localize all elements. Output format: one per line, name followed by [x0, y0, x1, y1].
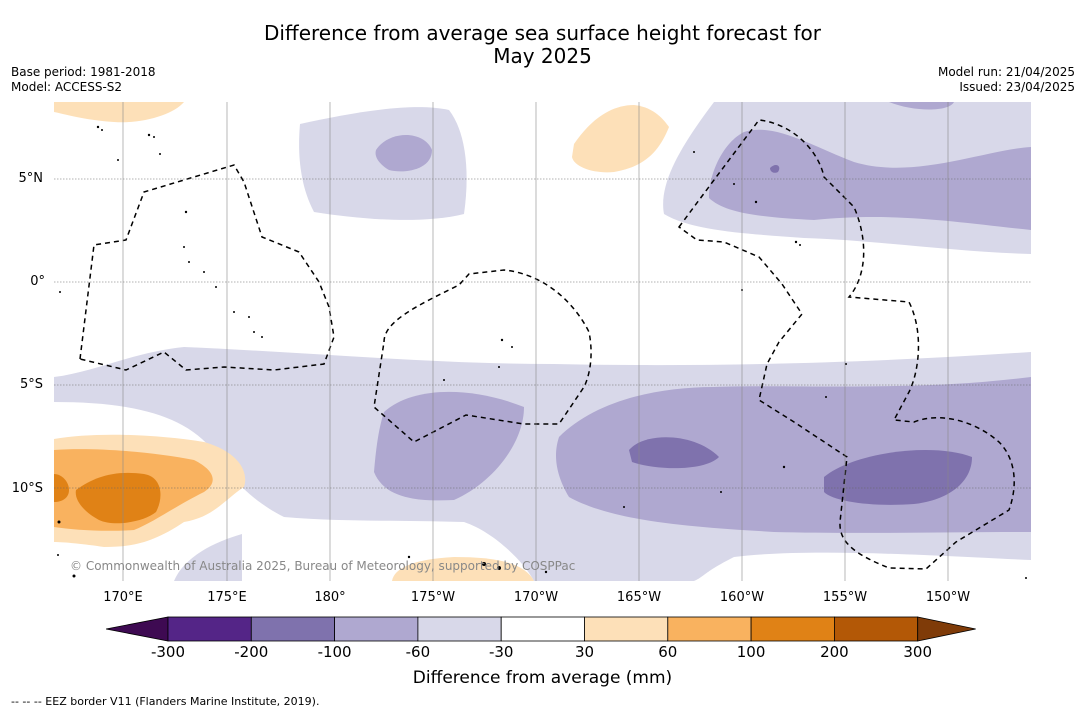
lat-label-5s: 5°S [19, 377, 43, 392]
anomaly-area-northeast-inner [709, 129, 1031, 230]
run-info: Model run: 21/04/2025 Issued: 23/04/2025 [938, 65, 1075, 95]
colorbar [106, 616, 976, 642]
lon-label-160w: 160°W [719, 590, 765, 605]
base-period: Base period: 1981-2018 [11, 65, 156, 79]
lon-label-170w: 170°W [513, 590, 559, 605]
base-info: Base period: 1981-2018 Model: ACCESS-S2 [11, 65, 156, 95]
eez-border-tokelau [373, 269, 592, 443]
colorbar-tick-label: -60 [405, 643, 431, 661]
lat-label-10s: 10°S [11, 481, 43, 496]
colorbar-label: Difference from average (mm) [412, 668, 673, 688]
map-title: Difference from average sea surface heig… [0, 22, 1085, 68]
colorbar-segments [106, 616, 976, 642]
issued-date: Issued: 23/04/2025 [959, 80, 1075, 94]
anomaly-area-north-central-inner [375, 135, 432, 172]
anomaly-area-north-positive [572, 105, 669, 173]
colorbar-tick-label: -30 [488, 643, 514, 661]
sea-surface-height-map [54, 102, 1031, 581]
colorbar-tick-label: 60 [658, 643, 678, 661]
eez-border-tuvalu [79, 164, 335, 371]
graticule [54, 178, 1031, 489]
anomaly-area-northeast-top [889, 102, 954, 110]
colorbar-segment [167, 616, 252, 642]
colorbar-extend-high [917, 616, 976, 642]
anomaly-area-southeast-core-b [824, 449, 972, 505]
colorbar-segment [750, 616, 835, 642]
colorbar-segment [500, 616, 585, 642]
colorbar-segment [834, 616, 919, 642]
model-name: Model: ACCESS-S2 [11, 80, 123, 94]
lon-label-180: 180° [314, 590, 346, 605]
anomaly-area-northeast-spot [770, 165, 780, 173]
colorbar-segment [417, 616, 502, 642]
colorbar-tick-label: 200 [820, 643, 849, 661]
title-line-1: Difference from average sea surface heig… [263, 21, 822, 45]
meridians [122, 102, 949, 581]
colorbar-tick-label: -300 [150, 643, 186, 661]
model-run: Model run: 21/04/2025 [937, 65, 1075, 79]
lon-label-150w: 150°W [925, 590, 971, 605]
title-line-2: May 2025 [493, 44, 592, 68]
colorbar-tick-label: 30 [574, 643, 595, 661]
lon-label-155w: 155°W [822, 590, 868, 605]
lon-label-175w: 175°W [410, 590, 456, 605]
eez-borders [79, 119, 1015, 570]
anomaly-area-south-positive [392, 557, 534, 581]
lon-label-175e: 175°E [207, 590, 247, 605]
islands [57, 125, 1027, 579]
copyright-credit: © Commonwealth of Australia 2025, Bureau… [70, 559, 576, 573]
lat-label-5n: 5°N [18, 171, 44, 186]
eez-legend: -- -- -- EEZ border V11 (Flanders Marine… [11, 695, 320, 708]
lat-label-0: 0° [30, 274, 45, 289]
anomaly-area-south-central [374, 391, 524, 501]
lon-label-170e: 170°E [103, 590, 143, 605]
colorbar-segment [667, 616, 752, 642]
colorbar-segment [334, 616, 419, 642]
colorbar-extend-low [106, 616, 169, 642]
colorbar-segment [584, 616, 669, 642]
colorbar-tick-label: -200 [234, 643, 269, 661]
colorbar-tick-label: 100 [736, 643, 766, 661]
lon-label-165w: 165°W [616, 590, 662, 605]
colorbar-tick-label: -100 [317, 643, 352, 661]
colorbar-tick-label: 300 [903, 643, 932, 661]
anomaly-area-southwest [174, 534, 242, 581]
anomaly-area-northwest [54, 102, 184, 123]
colorbar-segment [250, 616, 336, 642]
anomaly-area-southwest-core [75, 472, 161, 524]
anomaly-minus-100-200 [629, 165, 972, 505]
anomaly-area-southeast-core-a [629, 437, 719, 469]
